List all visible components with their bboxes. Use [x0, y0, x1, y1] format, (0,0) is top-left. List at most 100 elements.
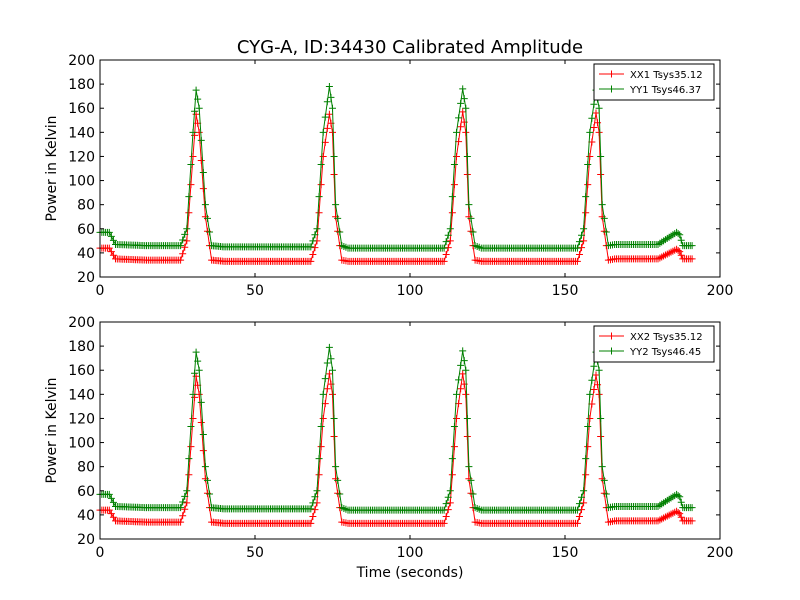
data-point	[189, 414, 197, 422]
data-point	[444, 231, 452, 239]
data-point	[183, 487, 191, 495]
data-point	[189, 152, 197, 160]
data-point	[442, 512, 450, 520]
data-point	[194, 95, 202, 103]
x-tick-label: 0	[96, 283, 105, 299]
y-axis-label: Power in Kelvin	[44, 115, 60, 221]
data-point	[602, 228, 610, 236]
data-point	[183, 499, 191, 507]
data-point	[199, 169, 207, 177]
y-tick-label: 100	[68, 436, 95, 452]
data-point	[187, 422, 195, 430]
data-point	[332, 463, 340, 471]
data-point	[327, 355, 335, 363]
data-point	[448, 193, 456, 201]
data-point	[588, 114, 596, 122]
data-point	[586, 128, 594, 136]
data-point	[597, 414, 605, 422]
data-point	[459, 85, 467, 93]
data-point	[330, 152, 338, 160]
series-markers	[96, 370, 696, 527]
data-point	[332, 201, 340, 209]
series-1-1	[96, 108, 696, 265]
data-point	[457, 361, 465, 369]
data-point	[317, 160, 325, 168]
y-tick-label: 20	[77, 270, 95, 286]
data-point	[192, 372, 200, 380]
series-markers	[96, 343, 696, 514]
data-point	[311, 493, 319, 501]
data-point	[199, 447, 207, 455]
data-point	[177, 504, 185, 512]
x-tick-label: 50	[246, 283, 264, 299]
data-point	[317, 443, 325, 451]
data-point	[450, 422, 458, 430]
data-point	[323, 385, 331, 393]
data-point	[586, 152, 594, 160]
data-point	[462, 104, 470, 112]
data-point	[185, 455, 193, 463]
data-point	[440, 257, 448, 265]
data-point	[590, 362, 598, 370]
series-2-1	[96, 370, 696, 527]
x-tick-label: 100	[397, 545, 424, 561]
data-point	[105, 228, 113, 236]
data-point	[315, 471, 323, 479]
y-tick-label: 120	[68, 149, 95, 165]
data-point	[440, 506, 448, 514]
y-tick-label: 200	[68, 315, 95, 331]
data-point	[575, 500, 583, 508]
data-point	[582, 471, 590, 479]
data-point	[181, 505, 189, 513]
data-point	[590, 386, 598, 394]
y-tick-label: 140	[68, 125, 95, 141]
data-point	[201, 463, 209, 471]
data-point	[463, 152, 471, 160]
data-point	[453, 152, 460, 160]
data-point	[462, 366, 470, 374]
data-point	[307, 243, 315, 251]
data-point	[109, 251, 117, 259]
legend-label: XX1 Tsys35.12	[630, 70, 703, 81]
data-point	[307, 519, 315, 527]
legend-entry: XX1 Tsys35.12	[599, 70, 703, 81]
data-point	[469, 490, 477, 498]
data-point	[460, 357, 468, 365]
data-point	[330, 171, 338, 179]
data-point	[459, 370, 467, 378]
data-point	[329, 128, 336, 136]
data-point	[453, 390, 460, 398]
data-point	[597, 433, 605, 441]
data-point	[457, 99, 465, 107]
data-point	[573, 257, 581, 265]
data-point	[465, 463, 473, 471]
data-point	[315, 455, 323, 463]
data-point	[191, 131, 199, 139]
y-tick-label: 60	[77, 222, 95, 238]
data-point	[580, 225, 588, 233]
legend-box	[593, 325, 715, 363]
data-point	[177, 242, 185, 250]
data-point	[197, 398, 205, 406]
data-point	[586, 414, 594, 422]
y-tick-label: 60	[77, 484, 95, 500]
data-point	[191, 393, 199, 401]
y-axis-label: Power in Kelvin	[44, 377, 60, 483]
data-point	[459, 108, 467, 116]
data-point	[600, 476, 608, 484]
data-point	[580, 499, 588, 507]
data-point	[311, 244, 319, 252]
x-tick-label: 50	[246, 545, 264, 561]
legend: XX2 Tsys35.12 YY2 Tsys46.45	[593, 325, 715, 363]
data-point	[187, 443, 195, 451]
legend: XX1 Tsys35.12 YY1 Tsys46.37	[593, 63, 715, 101]
data-point	[580, 487, 588, 495]
data-point	[580, 237, 588, 245]
data-point	[313, 487, 321, 495]
series-1-2	[96, 83, 696, 252]
data-point	[179, 236, 187, 244]
data-point	[330, 414, 338, 422]
data-point	[192, 348, 200, 356]
data-point	[325, 370, 333, 378]
